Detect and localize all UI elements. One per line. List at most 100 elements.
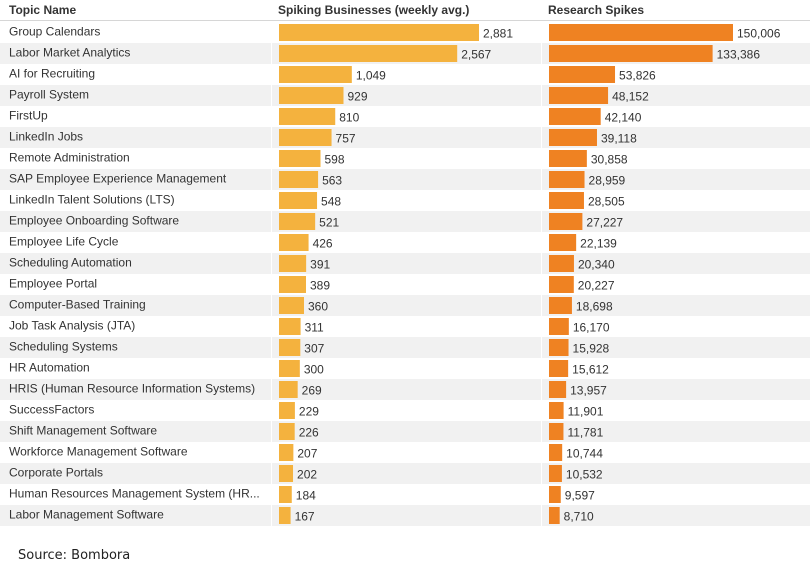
research-spikes-value-label: 150,006	[737, 27, 781, 41]
research-spikes-bar	[549, 66, 616, 83]
research-spikes-bar	[549, 339, 569, 356]
businesses-value-label: 184	[296, 489, 316, 503]
research-spikes-value-label: 28,959	[589, 174, 626, 188]
column-divider	[271, 211, 272, 232]
businesses-bar	[279, 318, 301, 335]
research-spikes-value-label: 39,118	[601, 132, 637, 146]
column-divider	[271, 127, 272, 148]
column-divider	[541, 400, 542, 421]
businesses-value-label: 226	[299, 426, 319, 440]
row-stripe	[0, 337, 810, 358]
businesses-value-label: 311	[305, 321, 324, 335]
businesses-value-label: 391	[310, 258, 330, 272]
table-row: Group Calendars 2,881 150,006	[9, 24, 781, 41]
topic-name: HRIS (Human Resource Information Systems…	[9, 382, 255, 396]
column-divider	[271, 316, 272, 337]
row-stripe	[0, 169, 810, 190]
topic-name: Scheduling Automation	[9, 256, 132, 270]
header-research-spikes: Research Spikes	[548, 3, 644, 17]
businesses-value-label: 2,881	[483, 27, 513, 41]
column-divider	[271, 484, 272, 505]
research-spikes-value-label: 20,340	[578, 258, 615, 272]
table-row: LinkedIn Jobs 757 39,118	[9, 129, 637, 146]
businesses-bar	[279, 402, 295, 419]
column-divider	[541, 64, 542, 85]
table-row: SuccessFactors 229 11,901	[9, 402, 604, 419]
topic-name: Labor Market Analytics	[9, 46, 130, 60]
header-spiking-businesses: Spiking Businesses (weekly avg.)	[278, 3, 469, 17]
businesses-bar	[279, 276, 307, 293]
topic-name: HR Automation	[9, 361, 90, 375]
column-divider	[271, 274, 272, 295]
businesses-bar	[279, 297, 304, 314]
table-row: Scheduling Systems 307 15,928	[9, 339, 610, 356]
businesses-bar	[279, 507, 291, 524]
research-spikes-bar	[549, 24, 733, 41]
businesses-value-label: 598	[325, 153, 345, 167]
column-divider	[541, 358, 542, 379]
research-spikes-value-label: 10,744	[566, 447, 603, 461]
research-spikes-value-label: 11,781	[567, 426, 603, 440]
topic-name: SuccessFactors	[9, 403, 94, 417]
topic-name: Corporate Portals	[9, 466, 103, 480]
table-row: Employee Life Cycle 426 22,139	[9, 234, 617, 251]
topic-name: SAP Employee Experience Management	[9, 172, 227, 186]
businesses-bar	[279, 213, 316, 230]
businesses-bar	[279, 423, 295, 440]
research-spikes-value-label: 22,139	[580, 237, 617, 251]
column-divider	[271, 148, 272, 169]
businesses-bar	[279, 87, 344, 104]
research-spikes-value-label: 9,597	[565, 489, 595, 503]
research-spikes-value-label: 8,710	[564, 510, 594, 524]
row-stripe	[0, 253, 810, 274]
table-row: Employee Onboarding Software 521 27,227	[9, 213, 623, 230]
businesses-bar	[279, 129, 332, 146]
column-divider	[271, 169, 272, 190]
research-spikes-value-label: 11,901	[568, 405, 604, 419]
topic-name: Human Resources Management System (HR...	[9, 487, 260, 501]
table-row: FirstUp 810 42,140	[9, 108, 642, 125]
table-row: HRIS (Human Resource Information Systems…	[9, 381, 607, 398]
businesses-value-label: 202	[297, 468, 317, 482]
businesses-value-label: 563	[322, 174, 342, 188]
column-divider	[541, 190, 542, 211]
businesses-value-label: 300	[304, 363, 324, 377]
businesses-value-label: 810	[339, 111, 359, 125]
businesses-value-label: 360	[308, 300, 328, 314]
businesses-value-label: 389	[310, 279, 330, 293]
research-spikes-value-label: 10,532	[566, 468, 603, 482]
table-row: Human Resources Management System (HR...…	[9, 486, 595, 503]
column-divider	[271, 421, 272, 442]
table-row: HR Automation 300 15,612	[9, 360, 609, 377]
row-stripe	[0, 505, 810, 526]
column-divider	[541, 43, 542, 64]
column-divider	[271, 442, 272, 463]
column-divider	[271, 295, 272, 316]
table-row: Payroll System 929 48,152	[9, 87, 649, 104]
businesses-bar	[279, 24, 479, 41]
column-divider	[271, 337, 272, 358]
table-row: Shift Management Software 226 11,781	[9, 423, 604, 440]
businesses-bar	[279, 66, 352, 83]
column-divider	[541, 379, 542, 400]
research-spikes-bar	[549, 255, 574, 272]
column-divider	[541, 211, 542, 232]
topic-name: Shift Management Software	[9, 424, 157, 438]
column-divider	[541, 337, 542, 358]
research-spikes-value-label: 42,140	[605, 111, 642, 125]
topic-name: Workforce Management Software	[9, 445, 188, 459]
table-row: Workforce Management Software 207 10,744	[9, 444, 603, 461]
row-stripe	[0, 463, 810, 484]
column-divider	[541, 421, 542, 442]
businesses-bar	[279, 381, 298, 398]
research-spikes-bar	[549, 45, 713, 62]
research-spikes-value-label: 16,170	[573, 321, 610, 335]
column-divider	[271, 106, 272, 127]
businesses-value-label: 929	[347, 90, 367, 104]
topic-name: Computer-Based Training	[9, 298, 146, 312]
research-spikes-bar	[549, 297, 572, 314]
research-spikes-value-label: 133,386	[717, 48, 761, 62]
column-divider	[541, 442, 542, 463]
topic-name: Labor Management Software	[9, 508, 164, 522]
column-divider	[541, 22, 542, 43]
